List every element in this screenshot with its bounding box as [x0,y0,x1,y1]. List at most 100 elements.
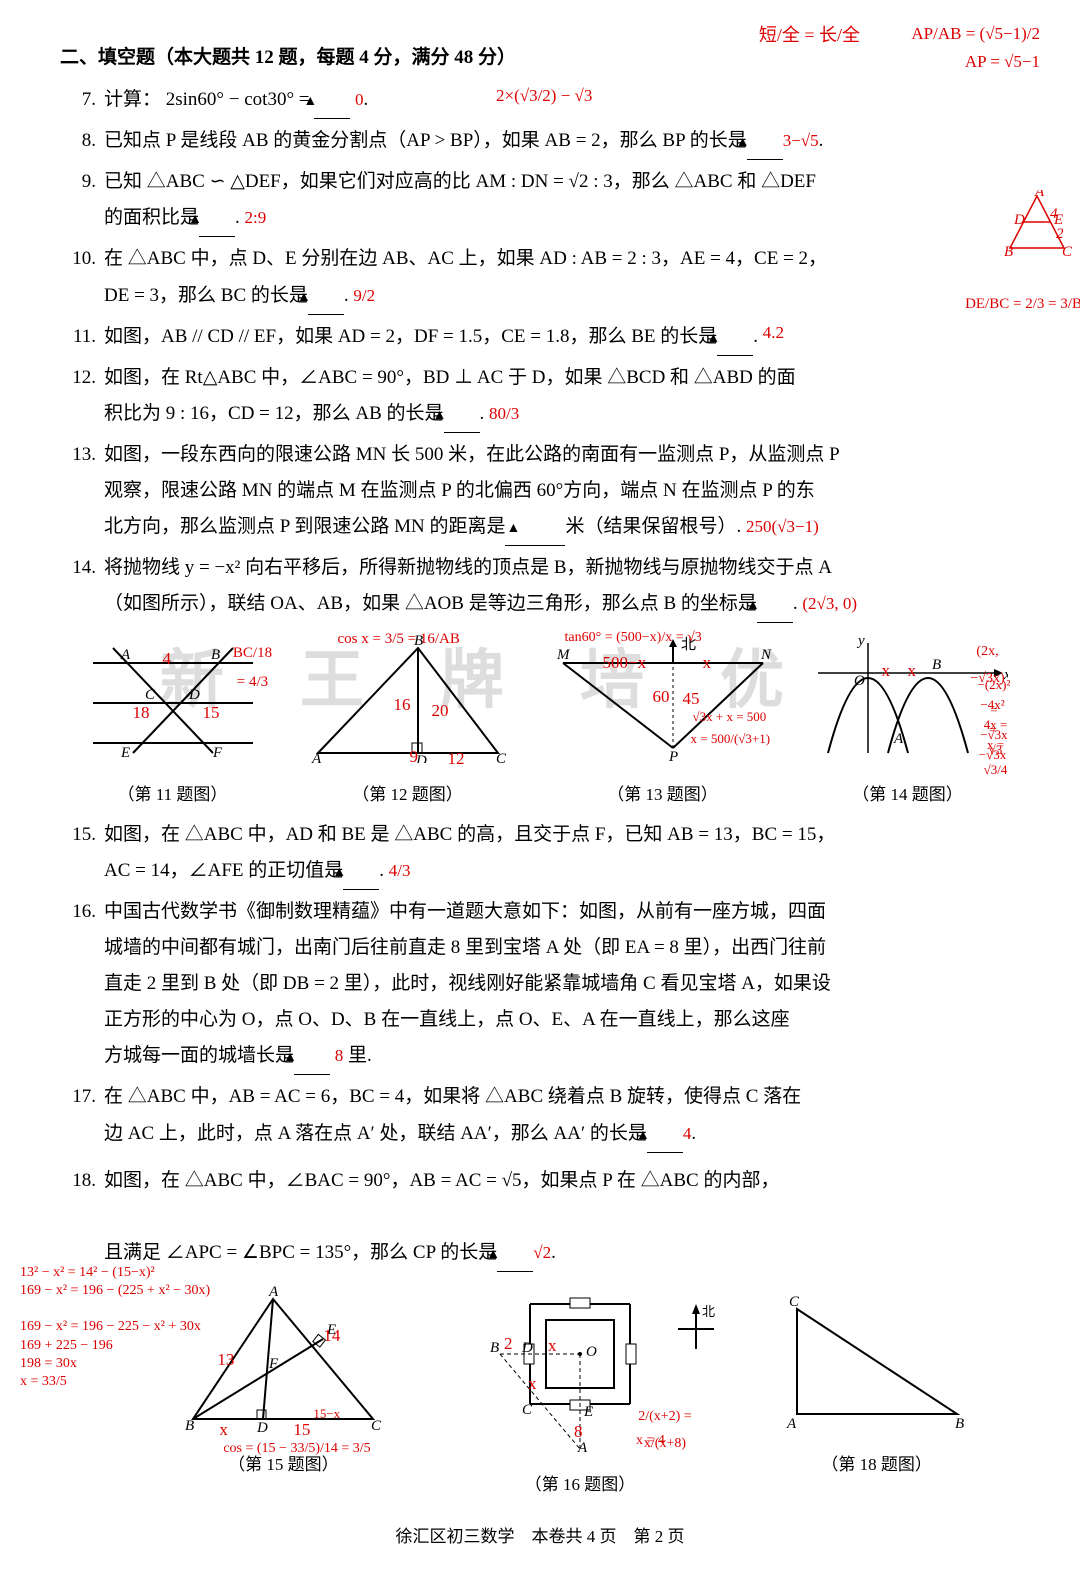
svg-text:D: D [256,1420,268,1434]
problem-text: 如图，在 Rt△ABC 中，∠ABC = 90°，BD ⊥ AC 于 D，如果 … [104,367,796,388]
problem-text: 城墙的中间都有城门，出南门后往前直走 8 里到宝塔 A 处（即 EA = 8 里… [104,937,826,958]
note: x [908,655,917,687]
note: x = 500/(√3+1) [691,727,771,752]
problem-text: 已知点 P 是线段 AB 的黄金分割点（AP > BP），如果 AB = 2，那… [104,130,747,151]
svg-text:B: B [1004,244,1013,260]
problem-8: 8. 已知点 P 是线段 AB 的黄金分割点（AP > BP），如果 AB = 2… [60,123,1020,160]
svg-text:C: C [496,751,507,763]
blank [497,1235,533,1272]
figure-16: BD OE CA 北 2 x x 8 2/(x+2) = x/(x+8) x =… [460,1284,700,1501]
figure-row-1: AB CD EF 4 18 15 BC/18 = 4/3 （第 11 题图） A… [60,633,1020,810]
answer: 9/2 [353,286,375,305]
note: 18 [133,697,150,729]
svg-text:O: O [586,1344,597,1360]
note: 15 [203,697,220,729]
problem-suffix: 米（结果保留根号）. [565,516,741,537]
svg-text:A: A [1034,190,1045,200]
problem-11: 11.如图，AB // CD // EF，如果 AD = 2，DF = 1.5，… [60,319,1020,356]
figure-caption: （第 14 题图） [808,779,1008,811]
answer: 2:9 [245,208,267,227]
svg-text:O: O [854,673,865,689]
svg-text:A: A [893,731,904,747]
svg-text:F: F [212,745,223,761]
svg-text:A: A [311,751,322,763]
blank [308,278,344,315]
blank [647,1116,683,1153]
note: cos = (15 − 33/5)/14 = 3/5 [223,1436,370,1463]
page-footer: 徐汇区初三数学 本卷共 4 页 第 2 页 [60,1521,1020,1553]
problem-text: 积比为 9 : 16，CD = 12，那么 AB 的长是 [104,403,444,424]
problem-13: 13.如图，一段东西向的限速公路 MN 长 500 米，在此公路的南面有一监测点… [60,437,1020,546]
problem-number: 11. [60,319,96,355]
note: x = √3/4 [984,733,1008,782]
answer: 4 [683,1124,692,1143]
problem-text: 如图，在 △ABC 中，AD 和 BE 是 △ABC 的高，且交于点 F，已知 … [104,824,835,845]
problem-12: 12. 如图，在 Rt△ABC 中，∠ABC = 90°，BD ⊥ AC 于 D，… [60,360,1020,433]
note-p7: 2×(√3/2) − √3 [540,80,592,112]
problem-text: （如图所示），联结 OA、AB，如果 △AOB 是等边三角形，那么点 B 的坐标… [104,593,757,614]
answer: 4.2 [763,323,784,342]
figure-11: AB CD EF 4 18 15 BC/18 = 4/3 （第 11 题图） [73,633,273,810]
figure-caption: （第 13 题图） [543,779,783,811]
note: √3x + x = 500 [693,705,767,730]
svg-text:北: 北 [702,1304,715,1319]
problem-text: 中国古代数学书《御制数理精蕴》中有一道题大意如下：如图，从前有一座方城，四面 [104,901,826,922]
problem-number: 12. [60,360,96,396]
svg-text:B: B [932,657,941,673]
figure-caption: （第 11 题图） [73,779,273,811]
blank [717,319,753,356]
note: 8 [574,1416,583,1448]
note: x [548,1330,557,1362]
svg-text:A: A [786,1416,797,1432]
problem-number: 7. [60,82,96,118]
svg-text:y: y [856,633,865,649]
svg-text:P: P [668,749,678,763]
note-ap-val: AP = √5−1 [965,46,1040,78]
problem-text: 将抛物线 y = −x² 向右平移后，所得新抛物线的顶点是 B，新抛物线与原抛物… [104,557,832,578]
note: 12 [448,743,465,775]
blank [199,200,235,237]
svg-text:C: C [789,1294,800,1310]
problem-10: 10.在 △ABC 中，点 D、E 分别在边 AB、AC 上，如果 AD : A… [60,241,1020,314]
problem-16: 16.中国古代数学书《御制数理精蕴》中有一道题大意如下：如图，从前有一座方城，四… [60,894,1020,1075]
problem-number: 13. [60,437,96,473]
svg-text:D: D [1013,212,1025,228]
svg-text:B: B [955,1416,964,1432]
svg-text:B: B [211,647,220,663]
problem-text: 北方向，那么监测点 P 到限速公路 MN 的距离是 [104,516,505,537]
section-title: 二、填空题（本大题共 12 题，每题 4 分，满分 48 分） [60,40,1020,76]
note: x = 4 [636,1428,665,1455]
svg-text:E: E [583,1404,593,1420]
blank [343,853,379,890]
note: cos x = 3/5 = 16/AB [338,625,460,654]
svg-text:B: B [490,1340,499,1356]
note: 500−x [603,647,647,679]
problem-text: 边 AC 上，此时，点 A 落在点 A′ 处，联结 AA′，那么 AA′ 的长是 [104,1123,647,1144]
problem-number: 8. [60,123,96,159]
figure-row-2: 13² − x² = 14² − (15−x)² 169 − x² = 196 … [60,1284,1020,1501]
svg-text:B: B [185,1418,194,1434]
note-top-ratio: 短/全 = 长/全 [759,18,860,52]
problem-14: 14.将抛物线 y = −x² 向右平移后，所得新抛物线的顶点是 B，新抛物线与… [60,550,1020,623]
problem-7: 7.计算： 2sin60° − cot30° = 0. 2×(√3/2) − √… [60,82,1020,119]
problem-18: 18.如图，在 △ABC 中，∠BAC = 90°，AB = AC = √5，如… [60,1163,1020,1272]
sketch-triangle-10: A D 4E 2 BC [1002,190,1072,271]
answer: 3−√5 [783,131,819,150]
blank [444,396,480,433]
figure-caption: （第 18 题图） [767,1449,987,1481]
answer: 8 [335,1046,344,1065]
svg-text:A: A [120,647,131,663]
problem-9: 9.已知 △ABC ∽ △DEF，如果它们对应高的比 AM : DN = √2 … [60,164,1020,237]
problem-number: 10. [60,241,96,277]
figure-13: MN P 北 tan60° = (500−x)/x = √3 500−x x 6… [543,633,783,810]
problem-text: 在 △ABC 中，AB = AC = 6，BC = 4，如果将 △ABC 绕着点… [104,1086,801,1107]
problem-text: 直走 2 里到 B 处（即 DB = 2 里），此时，视线刚好能紧靠城墙角 C … [104,973,831,994]
problem-suffix: 里. [348,1045,372,1066]
problem-text: 且满足 ∠APC = ∠BPC = 135°，那么 CP 的长是 [104,1242,497,1263]
problem-number: 17. [60,1079,96,1115]
note: 16 [394,689,411,721]
svg-text:C: C [371,1418,382,1434]
problem-text: 观察，限速公路 MN 的端点 M 在监测点 P 的北偏西 60°方向，端点 N … [104,480,815,501]
problem-text: DE = 3，那么 BC 的长是 [104,285,308,306]
note: x [528,1368,537,1400]
